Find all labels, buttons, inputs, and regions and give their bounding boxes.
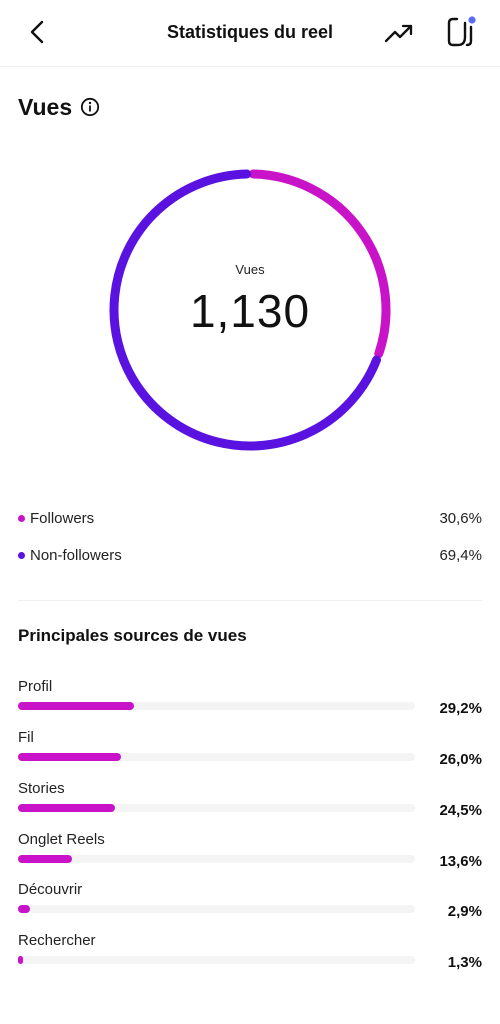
clip-icon <box>447 16 476 47</box>
source-row-stories: Stories 24,5% <box>18 780 482 828</box>
source-bar-track <box>18 956 415 964</box>
source-value: 2,9% <box>447 903 482 920</box>
source-bar-track <box>18 753 415 761</box>
source-label: Découvrir <box>18 881 83 898</box>
source-bar-fill <box>18 702 134 710</box>
info-icon <box>80 97 100 117</box>
source-row-fil: Fil 26,0% <box>18 729 482 777</box>
source-bar-track <box>18 804 415 812</box>
source-label: Profil <box>18 678 53 695</box>
views-donut-chart <box>100 160 400 460</box>
followers-dot <box>18 515 25 522</box>
sources-section-title: Principales sources de vues <box>18 626 247 645</box>
donut-slice-non-followers <box>109 169 381 451</box>
donut-center-total: 1,130 <box>189 285 311 337</box>
trending-up-icon <box>384 24 413 43</box>
legend-label: Followers <box>30 510 95 527</box>
source-row-rechercher: Rechercher 1,3% <box>18 932 482 980</box>
legend-value: 69,4% <box>439 547 482 564</box>
info-button[interactable] <box>80 97 100 117</box>
page-title: Statistiques du reel <box>166 22 334 42</box>
source-value: 13,6% <box>439 853 482 870</box>
source-bar-track <box>18 905 415 913</box>
legend-label: Non-followers <box>30 547 122 564</box>
source-value: 26,0% <box>439 751 482 768</box>
notification-dot <box>468 16 476 24</box>
legend-item-non-followers: Non-followers 69,4% <box>18 545 482 567</box>
source-bar-track <box>18 702 415 710</box>
source-label: Stories <box>18 780 65 797</box>
source-value: 1,3% <box>447 954 482 971</box>
source-value: 24,5% <box>439 802 482 819</box>
donut-slice-followers <box>248 169 391 359</box>
source-row-onglet-reels: Onglet Reels 13,6% <box>18 831 482 879</box>
source-bar-fill <box>18 804 116 812</box>
source-bar-fill <box>18 905 30 913</box>
source-bar-fill <box>18 855 73 863</box>
source-label: Fil <box>18 729 34 746</box>
donut-center-label: Vues <box>235 262 265 277</box>
top-bar: Statistiques du reel <box>0 0 500 67</box>
chevron-left-icon <box>30 20 44 44</box>
source-label: Rechercher <box>18 932 96 949</box>
source-label: Onglet Reels <box>18 831 105 848</box>
source-row-profil: Profil 29,2% <box>18 678 482 726</box>
source-bar-fill <box>18 956 24 964</box>
back-button[interactable] <box>24 18 52 46</box>
source-bar-fill <box>18 753 122 761</box>
trend-button[interactable] <box>384 19 414 47</box>
source-row-decouvrir: Découvrir 2,9% <box>18 881 482 929</box>
section-divider <box>18 600 482 601</box>
views-section-title: Vues <box>18 94 73 120</box>
source-value: 29,2% <box>439 700 482 717</box>
clip-button[interactable] <box>445 15 479 49</box>
legend-value: 30,6% <box>439 510 482 527</box>
non-followers-dot <box>18 552 25 559</box>
legend-item-followers: Followers 30,6% <box>18 508 482 530</box>
source-bar-track <box>18 855 415 863</box>
